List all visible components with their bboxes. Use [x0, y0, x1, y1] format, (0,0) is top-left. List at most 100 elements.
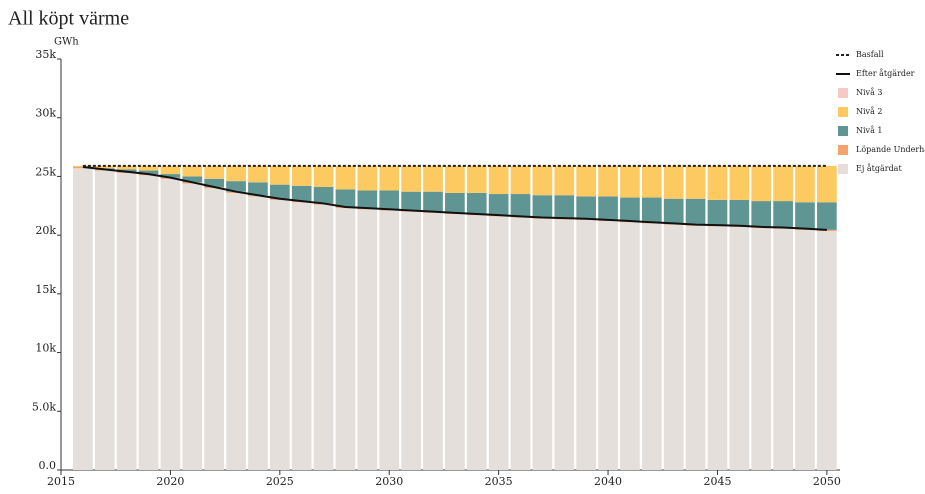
bar-segment [751, 228, 772, 470]
bar-segment [182, 176, 203, 183]
bar-segment [795, 202, 815, 229]
bar-segment [138, 170, 159, 175]
bar-segment [707, 165, 728, 200]
legend-label: Nivå 3 [856, 88, 882, 97]
bar-segment [401, 165, 421, 192]
bar-segment [685, 165, 706, 199]
x-tick-label: 2045 [703, 475, 731, 488]
bar-segment [488, 194, 509, 216]
y-tick-label: 0.0 [39, 459, 57, 472]
legend-label: Ej åtgärdat [856, 164, 902, 173]
bar-segment [729, 199, 750, 226]
bar-segment [138, 175, 159, 471]
bar-segment [357, 190, 378, 209]
bar-segment [532, 165, 553, 196]
bar-segment [445, 214, 465, 470]
x-tick-label: 2035 [485, 475, 513, 488]
bar-segment [423, 165, 443, 192]
bar-segment [576, 165, 597, 197]
bar-segment [160, 174, 181, 178]
bar-segment [466, 192, 487, 215]
bar-segment [138, 165, 159, 171]
bar-segment [663, 198, 684, 224]
bar-segment [445, 192, 465, 213]
bar-segment [488, 216, 509, 470]
legend-label: Löpande Underhåll [856, 145, 925, 154]
bar-segment [116, 172, 137, 471]
bar-segment [291, 202, 312, 470]
bar-segment [663, 165, 684, 199]
bar-segment [641, 165, 662, 198]
legend-label: Nivå 1 [856, 126, 882, 135]
legend-swatch [838, 126, 848, 136]
bar-segment [182, 165, 203, 177]
bar-segment [554, 219, 575, 470]
bar-segment [204, 188, 225, 470]
chart-title: All köpt värme [8, 8, 129, 30]
x-tick-label: 2015 [47, 475, 75, 488]
bar-segment [226, 192, 246, 470]
bar-segment [620, 222, 640, 470]
bar-segment [729, 165, 750, 200]
bar-segment [269, 165, 290, 185]
bar-segment [510, 165, 531, 195]
y-tick-label: 15k [35, 283, 56, 296]
bar-segment [795, 229, 815, 470]
legend-swatch [838, 88, 848, 98]
legend-swatch [838, 164, 848, 174]
x-tick-label: 2020 [156, 475, 184, 488]
y-tick-label: 30k [35, 107, 56, 120]
bar-segment [379, 165, 400, 191]
bar-segment [554, 195, 575, 219]
bar-segment [335, 208, 356, 471]
bar-segment [160, 178, 181, 470]
bar-segment [423, 212, 443, 470]
y-tick-label: 20k [35, 224, 56, 237]
bar-segment [576, 219, 597, 470]
bar-segment [598, 196, 618, 220]
y-tick-label: 25k [35, 165, 56, 178]
y-tick-label: 35k [35, 48, 56, 61]
x-tick-label: 2025 [266, 475, 294, 488]
bar-segment [817, 165, 837, 203]
x-tick-label: 2030 [375, 475, 403, 488]
legend-label: Basfall [856, 50, 884, 59]
bar-segment [182, 183, 203, 470]
bar-segment [598, 165, 618, 197]
y-tick-label: 5.0k [32, 400, 56, 413]
y-axis-label: GWh [54, 37, 79, 48]
bar-segment [729, 226, 750, 470]
bar-segment [160, 165, 181, 175]
bar-segment [532, 218, 553, 470]
bar-segment [532, 195, 553, 218]
bar-segment [510, 194, 531, 217]
bar-segment [620, 165, 640, 198]
x-tick-label: 2050 [813, 475, 841, 488]
bar-segment [291, 165, 312, 186]
bar-segment [466, 215, 487, 470]
bar-segment [488, 165, 509, 195]
bar-segment [94, 170, 115, 471]
bar-segment [291, 185, 312, 202]
bar-segment [226, 165, 246, 182]
bar-segment [641, 197, 662, 223]
bar-segment [116, 169, 137, 172]
bar-segment [204, 178, 225, 187]
bar-segment [248, 196, 268, 471]
bar-segment [795, 165, 815, 203]
bar-segment [707, 199, 728, 226]
bar-segment [707, 226, 728, 470]
bar-segment [817, 231, 837, 470]
bar-segment [269, 199, 290, 470]
bar-segment [773, 165, 793, 202]
bar-segment [357, 209, 378, 470]
bar-segment [94, 165, 115, 169]
bar-segment [554, 165, 575, 196]
bar-segment [773, 228, 793, 470]
bar-segment [466, 165, 487, 193]
bar-segment [313, 165, 334, 187]
bar-segment [773, 201, 793, 228]
bar-segment [751, 165, 772, 202]
bar-segment [685, 198, 706, 225]
